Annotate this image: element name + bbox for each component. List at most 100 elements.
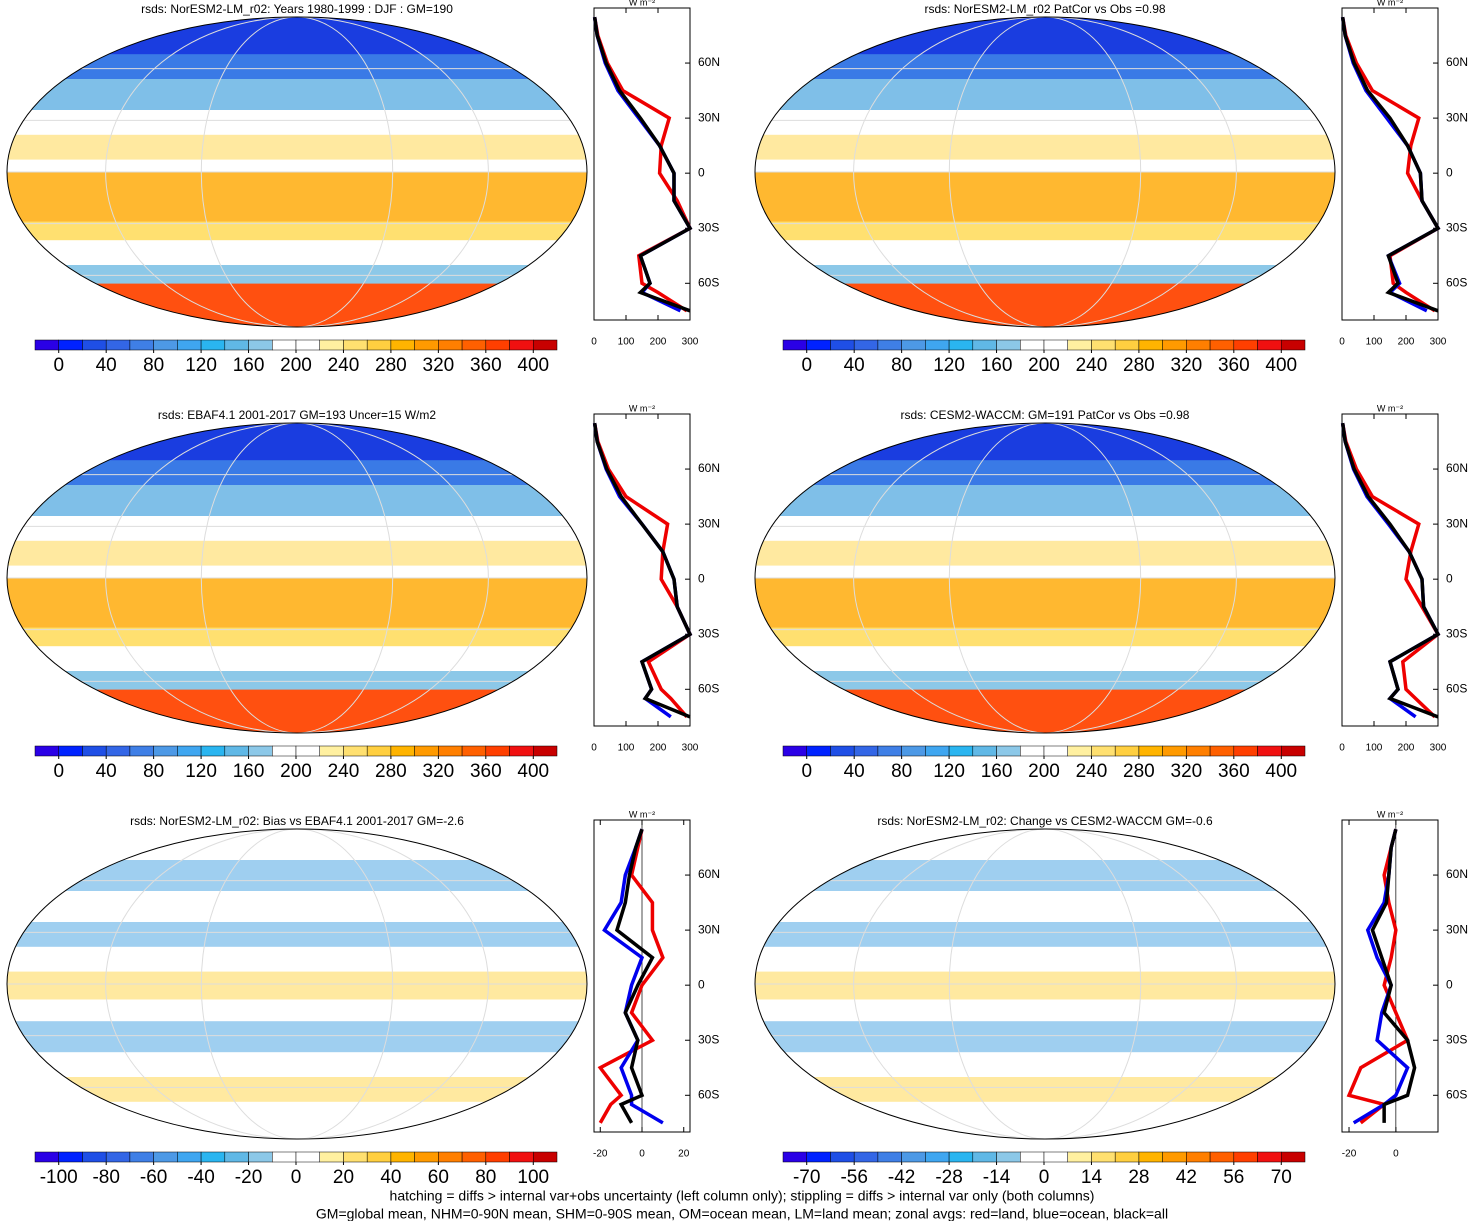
map-band: [7, 1077, 587, 1103]
colorbar-label: -70: [793, 1167, 820, 1188]
zonal-line: [592, 16, 693, 313]
map-band: [755, 460, 1335, 486]
zonal-line: [1370, 828, 1417, 1123]
colorbar-box: [1281, 1151, 1306, 1163]
profile-frame: [1341, 7, 1439, 321]
colorbar-box: [972, 339, 997, 351]
x-tick-label: 0: [1339, 743, 1345, 754]
colorbar-box: [806, 1151, 831, 1163]
colorbar-label: 240: [1076, 761, 1108, 782]
colorbar-label: 20: [333, 1167, 354, 1188]
colorbar-box: [533, 745, 558, 757]
map-band: [7, 578, 587, 629]
colorbar-box: [1209, 745, 1235, 757]
colorbar-box: [366, 339, 392, 351]
map-band: [755, 265, 1335, 285]
colorbar-label: 360: [470, 355, 502, 376]
graticule: [200, 829, 394, 1139]
map-band: [755, 1021, 1335, 1054]
colorbar-box: [295, 1151, 320, 1163]
map-outline: [6, 828, 588, 1140]
map-band: [755, 283, 1335, 327]
map: [755, 829, 1335, 1139]
colorbar-box: [1162, 339, 1187, 351]
colorbar-label: 0: [53, 355, 64, 376]
colorbar-label: 56: [1223, 1167, 1244, 1188]
map-band: [755, 946, 1335, 973]
y-tick-label: 30S: [698, 220, 719, 234]
footer-line: hatching = diffs > internal var+obs unce…: [390, 1188, 1095, 1204]
colorbar-box: [877, 1151, 902, 1163]
colorbar-box: [461, 339, 487, 351]
colorbar-box: [830, 339, 855, 351]
colorbar-box: [806, 745, 831, 757]
colorbar-box: [782, 339, 807, 351]
colorbar-box: [1091, 339, 1116, 351]
map-band: [755, 240, 1335, 266]
map-title: rsds: CESM2-WACCM: GM=191 PatCor vs Obs …: [901, 408, 1190, 422]
y-tick-label: 30N: [1446, 110, 1468, 124]
graticule: [853, 829, 1237, 1139]
x-tick-label: 100: [618, 337, 635, 348]
profile-frame: [593, 413, 691, 727]
graticule: [105, 829, 489, 1139]
colorbar-box: [485, 339, 510, 351]
colorbar-box: [1091, 745, 1116, 757]
colorbar-box: [1043, 1151, 1068, 1163]
colorbar-box: [948, 745, 974, 757]
colorbar-box: [1020, 1151, 1045, 1163]
colorbar-box: [877, 745, 902, 757]
map-band: [755, 891, 1335, 923]
map-outline: [754, 16, 1336, 328]
colorbar-box: [533, 339, 558, 351]
colorbar-label: 0: [291, 1167, 302, 1188]
colorbar-box: [996, 1151, 1021, 1163]
colorbar-box: [925, 339, 950, 351]
colorbar-label: 280: [375, 355, 407, 376]
colorbar-label: 280: [1123, 355, 1155, 376]
map-band: [7, 891, 587, 923]
colorbar-box: [925, 745, 950, 757]
colorbar-box: [200, 745, 226, 757]
x-tick-label: 200: [650, 743, 667, 754]
map-band: [755, 134, 1335, 161]
colorbar-box: [129, 1151, 154, 1163]
profile-frame: [1341, 819, 1439, 1133]
colorbar-label: 80: [143, 355, 164, 376]
colorbar-box: [1281, 339, 1306, 351]
colorbar-box: [485, 745, 510, 757]
colorbar-box: [105, 339, 131, 351]
colorbar-box: [34, 339, 59, 351]
colorbar-box: [82, 339, 107, 351]
profile-frame: [1341, 413, 1439, 727]
zonal-line: [1340, 422, 1441, 719]
colorbar-box: [153, 745, 178, 757]
colorbar-box: [224, 745, 249, 757]
graticule: [105, 17, 489, 327]
map-band: [755, 646, 1335, 672]
colorbar-label: 40: [96, 355, 117, 376]
colorbar-box: [129, 745, 154, 757]
colorbar-box: [1233, 745, 1258, 757]
map-band: [755, 689, 1335, 733]
map-title: rsds: NorESM2-LM_r02: Years 1980-1999 : …: [141, 2, 453, 16]
colorbar-box: [1186, 1151, 1211, 1163]
colorbar-box: [509, 1151, 534, 1163]
colorbar-label: 280: [375, 761, 407, 782]
colorbar-box: [58, 339, 83, 351]
colorbar-label: -14: [983, 1167, 1011, 1188]
colorbar-label: -56: [840, 1167, 867, 1188]
x-tick-label: 300: [682, 743, 699, 754]
map-band: [7, 922, 587, 948]
colorbar-box: [366, 1151, 392, 1163]
map-band: [755, 922, 1335, 948]
y-tick-label: 30N: [1446, 516, 1468, 530]
colorbar-box: [390, 339, 415, 351]
y-tick-label: 0: [1446, 165, 1453, 179]
colorbar-label: 160: [981, 761, 1013, 782]
colorbar-label: 320: [423, 761, 455, 782]
map-band: [7, 460, 587, 486]
y-tick-label: 60S: [698, 1087, 719, 1101]
colorbar-box: [461, 1151, 487, 1163]
colorbar-label: 40: [380, 1167, 401, 1188]
